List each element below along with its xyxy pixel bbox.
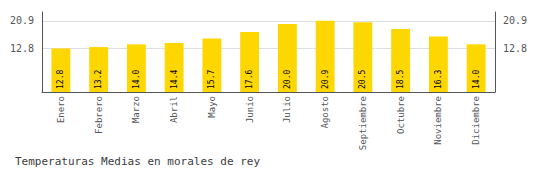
svg-text:15.7: 15.7 [207, 70, 216, 89]
svg-text:Enero: Enero [56, 96, 66, 123]
svg-text:Marzo: Marzo [131, 96, 141, 123]
svg-text:18.5: 18.5 [396, 70, 405, 89]
svg-text:Junio: Junio [245, 96, 255, 123]
svg-text:20.9: 20.9 [321, 70, 330, 89]
svg-text:20.9: 20.9 [10, 15, 34, 26]
svg-text:Temperaturas Medias en morales: Temperaturas Medias en morales de rey [15, 155, 260, 168]
svg-text:Agosto: Agosto [320, 96, 330, 129]
svg-text:Mayo: Mayo [207, 96, 217, 118]
svg-text:Julio: Julio [282, 96, 292, 123]
svg-text:20.5: 20.5 [358, 70, 367, 89]
svg-text:12.8: 12.8 [10, 43, 34, 54]
svg-text:Septiembre: Septiembre [358, 96, 368, 150]
svg-text:20.0: 20.0 [283, 70, 292, 89]
svg-text:14.0: 14.0 [132, 70, 141, 89]
svg-text:17.6: 17.6 [245, 70, 254, 89]
svg-text:16.3: 16.3 [434, 70, 443, 89]
svg-text:12.8: 12.8 [503, 43, 527, 54]
svg-text:20.9: 20.9 [503, 15, 527, 26]
svg-text:Abril: Abril [169, 96, 179, 123]
svg-text:Febrero: Febrero [94, 96, 104, 134]
svg-text:Diciembre: Diciembre [471, 96, 481, 145]
svg-text:12.8: 12.8 [56, 70, 65, 89]
svg-text:14.0: 14.0 [472, 70, 481, 89]
svg-text:14.4: 14.4 [170, 70, 179, 89]
svg-text:Octubre: Octubre [396, 96, 406, 134]
svg-text:13.2: 13.2 [94, 70, 103, 89]
svg-text:Noviembre: Noviembre [433, 96, 443, 145]
